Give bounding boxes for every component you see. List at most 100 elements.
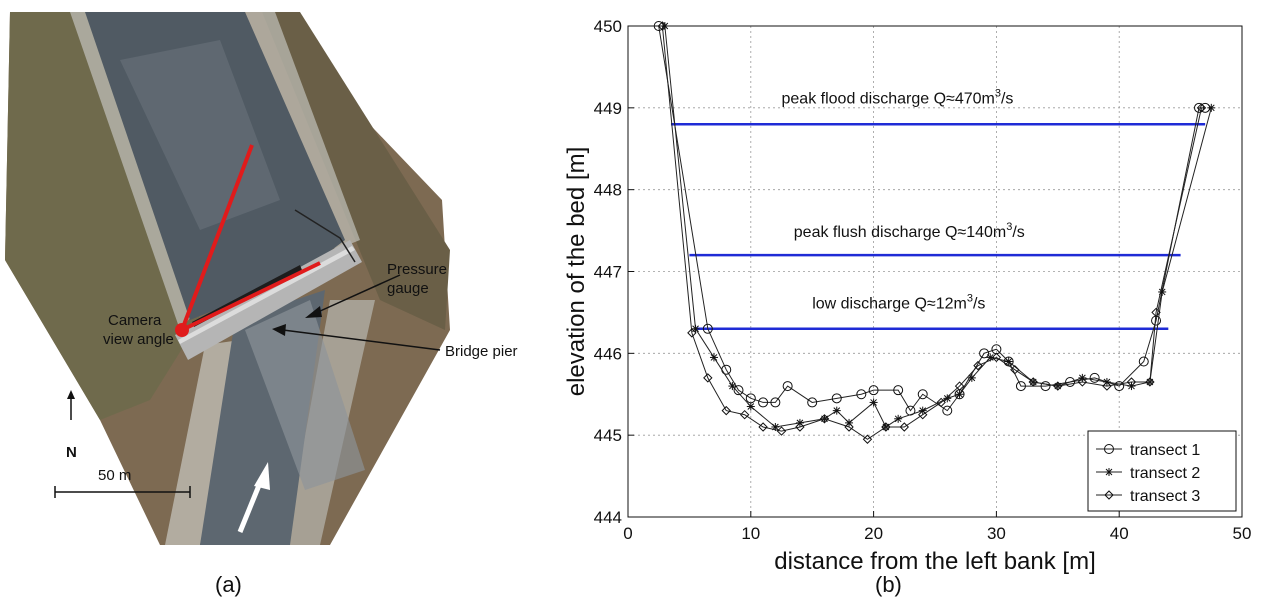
- data-point-transect-2: [955, 390, 964, 399]
- flow-direction-arrow-icon: [237, 462, 270, 533]
- legend-entry-label: transect 1: [1130, 442, 1200, 459]
- data-point-transect-2: [1004, 357, 1013, 366]
- x-axis-label: distance from the left bank [m]: [774, 548, 1095, 575]
- x-tick-label: 50: [1233, 524, 1252, 543]
- data-point-transect-3: [918, 410, 928, 420]
- data-point-transect-3: [899, 422, 910, 432]
- data-point-transect-1: [1138, 356, 1149, 367]
- annotation-arrows: [272, 274, 441, 351]
- data-point-transect-2: [660, 22, 669, 30]
- y-tick-label: 444: [594, 508, 622, 527]
- data-point-transect-1: [917, 389, 928, 400]
- series-transect-1: [653, 21, 1211, 416]
- data-point-transect-2: [943, 394, 952, 403]
- data-point-transect-3: [1028, 377, 1038, 387]
- data-point-transect-3: [1145, 377, 1155, 387]
- y-tick-label: 449: [594, 99, 622, 118]
- data-point-transect-1: [893, 385, 904, 396]
- data-point-transect-3: [819, 414, 830, 424]
- data-point-transect-3: [1010, 364, 1020, 375]
- data-point-transect-2: [746, 402, 755, 411]
- legend-box: [1087, 430, 1237, 512]
- view-angle-line-bridge: [181, 261, 321, 332]
- data-point-transect-2: [894, 414, 903, 423]
- north-label: N: [66, 444, 77, 461]
- scale-bar: [54, 486, 191, 498]
- data-point-transect-1: [1104, 444, 1114, 454]
- aerial-photo-panel: Camera view angle Pressure gauge Bridge …: [0, 0, 590, 608]
- camera-view-angle-lines: [175, 144, 321, 337]
- data-point-transect-3: [862, 434, 873, 444]
- y-axis-label: elevation of the bed [m]: [563, 147, 590, 397]
- data-point-transect-1: [942, 405, 953, 416]
- chart-legend: transect 1 transect 2 transect 3: [1087, 430, 1237, 512]
- data-point-transect-3: [991, 352, 1002, 363]
- data-point-transect-2: [1158, 287, 1167, 296]
- panel-a-caption: (a): [215, 572, 242, 597]
- cross-section-chart: 0 10 20 30 40 50 444 445 446 447 448 449 450 distance…: [563, 17, 1252, 575]
- data-point-transect-1: [856, 389, 867, 400]
- data-point-transect-1: [758, 397, 769, 408]
- data-point-transect-2: [869, 398, 878, 407]
- legend-entry-label: transect 3: [1130, 488, 1200, 505]
- data-point-transect-3: [795, 422, 805, 432]
- y-tick-label: 448: [594, 181, 622, 200]
- y-tick-label: 450: [594, 17, 622, 36]
- aerial-river: [85, 12, 365, 545]
- data-point-transect-3: [721, 405, 731, 416]
- scale-label: 50 m: [98, 467, 131, 484]
- data-point-transect-2: [709, 353, 718, 362]
- data-point-transect-2: [1105, 468, 1113, 476]
- legend-entry-label: transect 2: [1130, 465, 1200, 482]
- discharge-level-label: low discharge Q≈12m3/s: [812, 292, 985, 312]
- view-angle-line-upstream: [180, 144, 254, 331]
- cross-section-chart-panel: 0 10 20 30 40 50 444 445 446 447 448 449 450 distance…: [560, 0, 1265, 608]
- data-point-transect-3: [881, 422, 891, 432]
- discharge-level-label: peak flush discharge Q≈140m3/s: [794, 221, 1025, 241]
- data-point-transect-1: [1040, 381, 1051, 392]
- data-point-transect-3: [1126, 377, 1137, 387]
- y-tick-label: 445: [594, 426, 622, 445]
- data-point-transect-2: [728, 382, 737, 391]
- data-point-transect-3: [687, 328, 697, 338]
- x-tick-label: 40: [1110, 524, 1129, 543]
- data-point-transect-1: [979, 348, 990, 359]
- data-point-transect-1: [702, 323, 713, 334]
- data-point-transect-1: [807, 397, 818, 408]
- data-point-transect-2: [1207, 103, 1216, 112]
- data-point-transect-3: [1151, 307, 1161, 318]
- series-transect-3: [657, 21, 1207, 444]
- data-point-transect-1: [1089, 372, 1100, 383]
- data-point-transect-3: [758, 422, 768, 432]
- data-point-transect-3: [844, 422, 854, 432]
- data-point-transect-3: [954, 381, 965, 391]
- camera-label-line2: view angle: [103, 331, 174, 348]
- data-point-transect-1: [733, 385, 744, 396]
- data-point-transect-1: [868, 385, 879, 396]
- data-point-transect-1: [1065, 376, 1076, 387]
- series-line-transect-3: [661, 25, 1202, 440]
- bridge-pier-label: Bridge pier: [445, 343, 518, 360]
- data-point-transect-1: [1015, 381, 1026, 392]
- aerial-photo: Camera view angle Pressure gauge Bridge …: [5, 12, 518, 545]
- data-point-transect-3: [776, 426, 787, 436]
- data-point-transect-3: [739, 410, 750, 420]
- y-tick-label: 447: [594, 263, 622, 282]
- data-point-transect-3: [936, 397, 946, 408]
- data-point-transect-3: [703, 373, 713, 383]
- camera-position-marker: [175, 323, 189, 337]
- panel-b-caption: (b): [875, 572, 902, 597]
- data-point-transect-3: [1053, 381, 1063, 391]
- x-tick-label: 30: [987, 524, 1006, 543]
- data-point-transect-3: [1104, 490, 1114, 500]
- data-point-transect-1: [831, 393, 842, 404]
- data-point-transect-3: [1077, 377, 1088, 387]
- x-tick-label: 10: [741, 524, 760, 543]
- data-point-transect-3: [657, 21, 668, 31]
- data-point-transect-1: [1194, 102, 1205, 113]
- pressure-gauge-label-line1: Pressure: [387, 261, 447, 278]
- data-point-transect-2: [832, 406, 841, 415]
- data-point-transect-1: [1114, 381, 1125, 392]
- data-point-transect-3: [1196, 103, 1207, 113]
- y-tick-label: 446: [594, 344, 622, 363]
